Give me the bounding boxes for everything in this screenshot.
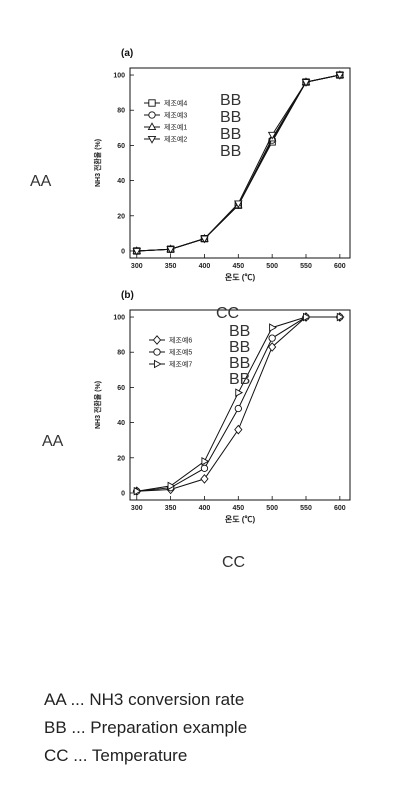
y-tick-label: 40: [117, 178, 125, 185]
chart-panel-a: (a) 300 350 400 450 500 550 600 0 20 40 60 80 100 온도 (…: [93, 48, 350, 282]
y-tick-label: 100: [113, 73, 125, 80]
legend-label: 제조예6: [169, 336, 192, 345]
x-tick-label: 500: [266, 263, 278, 270]
y-tick-label: 40: [117, 420, 125, 427]
y-tick-label: 20: [117, 455, 125, 462]
legend-marker: [149, 112, 155, 118]
y-tick-label: 80: [117, 108, 125, 115]
data-point: [236, 389, 242, 396]
x-tick-label: 500: [266, 505, 278, 512]
x-tick-label: 350: [165, 505, 177, 512]
overlay-bb-b: BB: [229, 355, 250, 372]
overlay-bb-a: BB: [220, 109, 241, 126]
x-tick-label: 400: [199, 505, 211, 512]
legend-label: 제조예1: [164, 123, 187, 132]
data-point: [269, 335, 275, 341]
legend-marker: [148, 123, 155, 129]
note-cc: CC ... Temperature: [44, 746, 187, 766]
legend-label: 제조예5: [169, 348, 192, 357]
overlay-aa-a: AA: [30, 173, 52, 190]
y-axis-label: NH3 전환율 (%): [93, 139, 102, 187]
x-tick-label: 400: [199, 263, 211, 270]
data-point: [201, 465, 207, 471]
legend-label: 제조예7: [169, 360, 192, 369]
legend-label: 제조예3: [164, 111, 187, 120]
note-aa: AA ... NH3 conversion rate: [44, 690, 244, 710]
y-axis-label: NH3 전환율 (%): [93, 381, 102, 429]
data-point: [235, 405, 241, 411]
overlay-bb-a: BB: [220, 126, 241, 143]
data-point: [270, 324, 276, 331]
y-tick-label: 0: [121, 490, 125, 497]
legend-marker: [153, 336, 160, 344]
overlay-cc-a: CC: [216, 305, 239, 322]
x-tick-label: 600: [334, 505, 346, 512]
overlay-bb-a: BB: [220, 92, 241, 109]
y-tick-label: 60: [117, 143, 125, 150]
x-tick-label: 450: [232, 263, 244, 270]
y-tick-label: 20: [117, 213, 125, 220]
overlay-bb-b: BB: [229, 339, 250, 356]
overlay-bb-a: BB: [220, 143, 241, 160]
legend-marker: [149, 100, 155, 106]
legend-label: 제조예2: [164, 135, 187, 144]
x-tick-label: 300: [131, 505, 143, 512]
y-tick-label: 0: [121, 248, 125, 255]
chart-panel-b: (b) 300 350 400 450 500 550 600 0 20 40 60 80 100 온도 (…: [93, 290, 350, 524]
y-tick-label: 100: [113, 315, 125, 322]
x-axis-label: 온도 (℃): [225, 273, 256, 282]
x-tick-label: 350: [165, 263, 177, 270]
panel-label: (a): [121, 48, 133, 59]
y-tick-label: 80: [117, 350, 125, 357]
note-bb: BB ... Preparation example: [44, 718, 247, 738]
legend-marker: [148, 136, 155, 142]
x-tick-label: 550: [300, 263, 312, 270]
legend-marker: [154, 349, 160, 355]
x-tick-label: 600: [334, 263, 346, 270]
x-tick-label: 300: [131, 263, 143, 270]
x-tick-label: 550: [300, 505, 312, 512]
legend-label: 제조예4: [164, 99, 187, 108]
y-tick-label: 60: [117, 385, 125, 392]
x-axis-label: 온도 (℃): [225, 515, 256, 524]
overlay-aa-b: AA: [42, 433, 64, 450]
overlay-bb-b: BB: [229, 323, 250, 340]
overlay-labels: AABBBBBBBBCCAABBBBBBBBCC: [30, 92, 250, 571]
legend-marker: [154, 360, 160, 367]
overlay-bb-b: BB: [229, 371, 250, 388]
panel-label: (b): [121, 290, 134, 301]
overlay-cc-b: CC: [222, 554, 245, 571]
x-tick-label: 450: [232, 505, 244, 512]
